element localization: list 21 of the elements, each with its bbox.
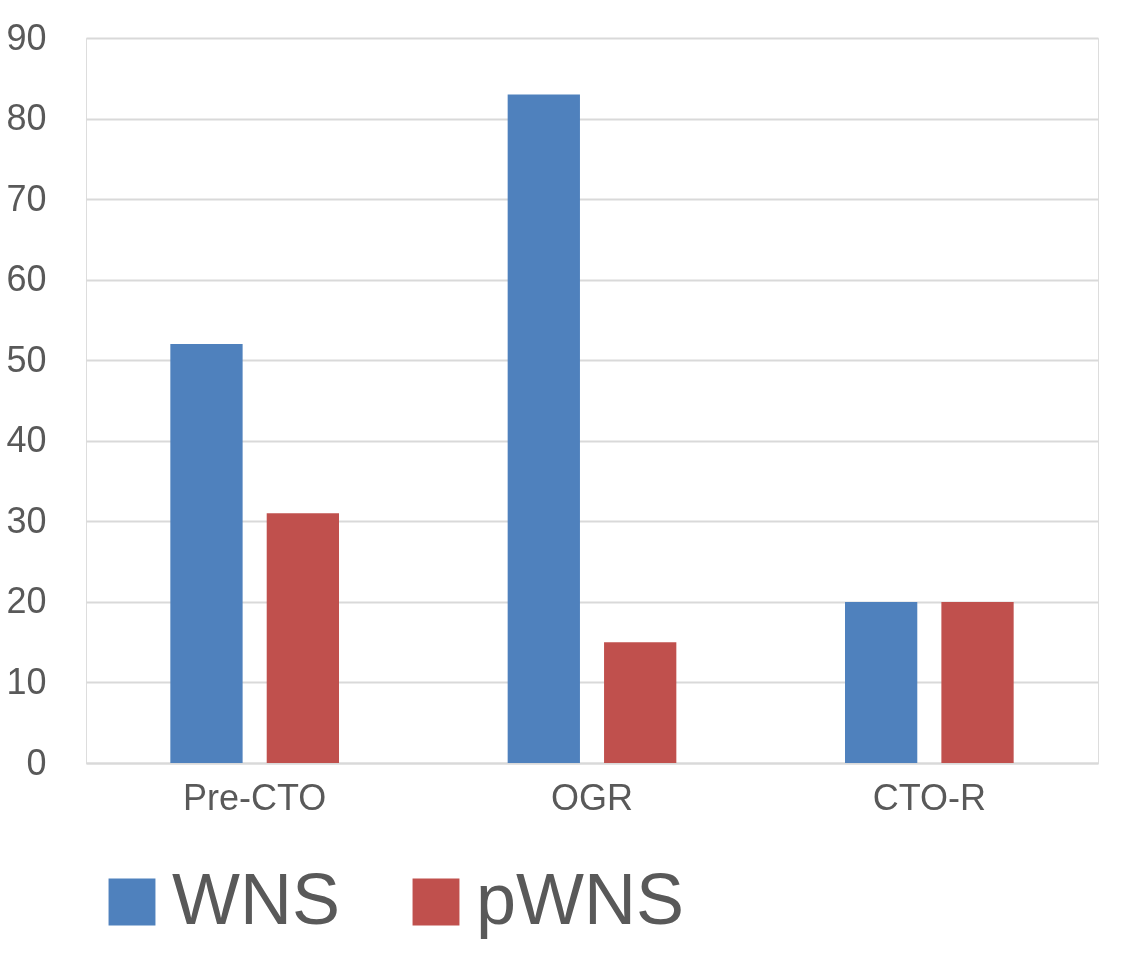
- y-tick-label: 80: [6, 97, 47, 139]
- y-tick-label: 40: [6, 419, 47, 461]
- bar: [507, 94, 580, 763]
- x-tick-label: OGR: [550, 776, 634, 818]
- y-tick-label: 90: [6, 16, 47, 58]
- x-tick-label: CTO-R: [872, 776, 986, 818]
- y-tick-label: 0: [26, 741, 47, 783]
- y-tick-label: 30: [6, 499, 47, 541]
- bar: [941, 601, 1014, 763]
- bar: [170, 344, 243, 763]
- y-tick-label: 60: [6, 258, 47, 300]
- y-tick-label: 20: [6, 580, 47, 622]
- bar: [266, 513, 339, 763]
- bar: [845, 601, 918, 763]
- y-tick-label: 10: [6, 660, 47, 702]
- y-tick-label: 50: [6, 338, 47, 380]
- y-tick-label: 70: [6, 177, 47, 219]
- x-tick-label: Pre-CTO: [182, 776, 327, 818]
- legend-label: pWNS: [476, 859, 685, 939]
- bar: [604, 642, 677, 763]
- legend-label: WNS: [172, 859, 340, 939]
